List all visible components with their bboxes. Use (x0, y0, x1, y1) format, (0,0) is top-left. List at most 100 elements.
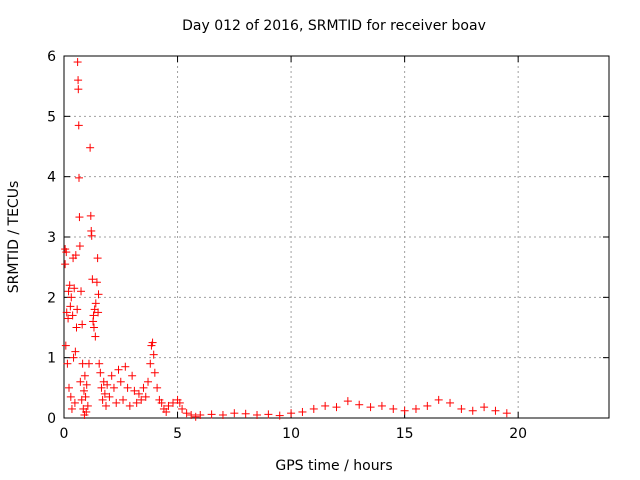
data-point (92, 278, 101, 287)
data-point (207, 410, 216, 419)
series-points (61, 58, 511, 421)
data-point (61, 260, 70, 269)
data-point (86, 143, 95, 152)
data-point (400, 406, 409, 415)
data-point (343, 397, 352, 406)
data-point (130, 386, 139, 395)
data-point (253, 410, 262, 419)
data-point (112, 398, 121, 407)
data-point (91, 332, 100, 341)
data-point (123, 383, 132, 392)
data-point (73, 305, 82, 314)
data-point (144, 377, 153, 386)
data-point (218, 410, 227, 419)
data-point (64, 287, 73, 296)
data-point (74, 173, 83, 182)
data-point (287, 409, 296, 418)
data-point (114, 365, 123, 374)
data-point (61, 341, 70, 350)
data-point (64, 383, 73, 392)
data-point (71, 251, 80, 260)
y-tick-label: 1 (47, 351, 56, 367)
data-point (93, 254, 102, 263)
data-point (491, 406, 500, 415)
data-point (139, 383, 148, 392)
data-point (69, 353, 78, 362)
data-point (83, 401, 92, 410)
data-point (63, 359, 72, 368)
data-point (74, 85, 83, 94)
data-point (72, 323, 81, 332)
data-point (67, 404, 76, 413)
data-point (89, 311, 98, 320)
data-point (121, 362, 130, 371)
data-point (66, 302, 75, 311)
data-point (230, 409, 239, 418)
data-point (157, 398, 166, 407)
data-point (119, 395, 128, 404)
data-point (457, 404, 466, 413)
y-tick-label: 4 (47, 170, 56, 186)
data-point (75, 213, 84, 222)
x-tick-label: 5 (173, 426, 182, 442)
data-point (70, 398, 79, 407)
y-axis-label: SRMTID / TECUs (6, 181, 22, 294)
data-point (162, 407, 171, 416)
data-point (62, 308, 71, 317)
data-point (62, 248, 71, 257)
data-point (116, 377, 125, 386)
data-point (109, 383, 118, 392)
data-point (434, 395, 443, 404)
y-tick-label: 2 (47, 290, 56, 306)
data-point (91, 299, 100, 308)
data-point (366, 403, 375, 412)
data-point (82, 380, 91, 389)
data-point (146, 359, 155, 368)
data-point (96, 368, 105, 377)
data-point (82, 407, 91, 416)
data-point (241, 409, 250, 418)
data-point (95, 359, 104, 368)
data-point (74, 121, 83, 130)
x-axis: 0 5 10 15 20 (60, 56, 527, 442)
data-point (411, 404, 420, 413)
data-point (105, 392, 114, 401)
data-point (169, 398, 177, 407)
data-point (480, 403, 489, 412)
data-point (502, 409, 511, 418)
data-point (87, 231, 96, 240)
data-point (191, 412, 200, 421)
data-point (141, 392, 150, 401)
data-point (182, 409, 191, 418)
data-point (321, 401, 330, 410)
data-point (66, 392, 75, 401)
data-point (355, 400, 364, 409)
data-point (86, 211, 95, 220)
data-point (164, 401, 173, 410)
y-tick-label: 6 (47, 49, 56, 65)
data-point (148, 338, 157, 347)
data-point (423, 401, 432, 410)
data-point (150, 368, 159, 377)
data-point (100, 389, 109, 398)
data-point (75, 242, 84, 251)
y-axis: 0 1 2 3 4 5 6 (47, 49, 609, 427)
chart-title: Day 012 of 2016, SRMTID for receiver boa… (182, 18, 486, 34)
data-point (94, 290, 103, 299)
y-tick-label: 5 (47, 109, 56, 125)
data-point (68, 311, 77, 320)
data-point (377, 401, 386, 410)
data-point (64, 314, 73, 323)
grid (64, 56, 609, 418)
data-point (71, 347, 80, 356)
data-point (88, 275, 97, 284)
data-point (98, 395, 107, 404)
data-point (128, 371, 137, 380)
x-tick-label: 15 (396, 426, 414, 442)
data-point (196, 410, 205, 419)
data-point (298, 407, 307, 416)
data-point (332, 403, 341, 412)
x-axis-label: GPS time / hours (275, 458, 392, 474)
data-point (81, 392, 90, 401)
x-tick-label: 0 (60, 426, 69, 442)
